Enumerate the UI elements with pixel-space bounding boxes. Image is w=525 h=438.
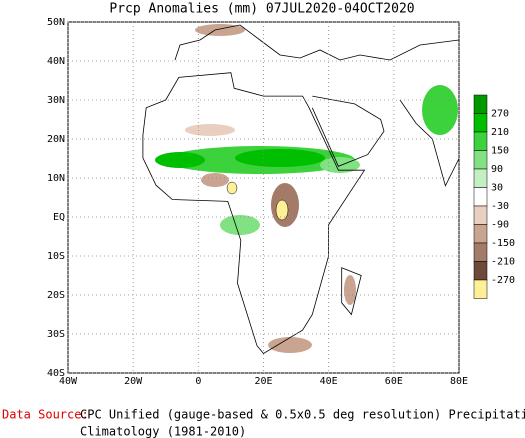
anomaly-dry [275,199,289,221]
lon-tick-label: 20E [254,376,272,387]
legend-swatch [473,242,488,262]
lon-tick-label: 40E [320,376,338,387]
lat-tick-label: 30S [47,329,65,340]
lat-tick-label: 40S [47,368,65,379]
lat-tick-label: 20S [47,290,65,301]
anomaly-dry [185,124,235,136]
anomaly-wet [235,149,325,167]
madagascar-coast [341,267,362,316]
source-text: CPC Unified (gauge-based & 0.5x0.5 deg r… [80,408,525,422]
legend-swatch [473,261,488,281]
legend-label: 90 [491,164,503,175]
arabia-coast [311,95,385,167]
legend-label: 150 [491,146,509,157]
lat-tick-label: 40N [47,56,65,67]
legend-swatch [473,150,488,170]
eurasia-coast [174,24,459,61]
lat-tick-label: 30N [47,95,65,106]
legend-swatch [473,168,488,188]
anomaly-wet [422,85,458,135]
lat-tick-label: 10N [47,173,65,184]
anomaly-wet [155,152,205,168]
legend-swatch [473,224,488,244]
legend-swatch [473,279,488,299]
climatology-text: Climatology (1981-2010) [80,425,246,438]
lon-tick-label: 60E [385,376,403,387]
legend-label: -210 [491,257,515,268]
source-label: Data Source: [2,408,89,422]
anomaly-dry [226,181,238,195]
africa-coast [142,72,366,355]
anomaly-dry [268,337,312,353]
map-title: Prcp Anomalies (mm) 07JUL2020-04OCT2020 [109,2,414,17]
legend-swatch [473,205,488,225]
map-content [142,24,459,355]
lon-tick-label: 0 [195,376,201,387]
lon-tick-label: 80E [450,376,468,387]
lat-tick-label: EQ [53,212,65,223]
legend-label: 210 [491,127,509,138]
legend-swatch [473,187,488,207]
legend-label: -30 [491,201,509,212]
lat-tick-label: 10S [47,251,65,262]
lat-tick-label: 20N [47,134,65,145]
lon-tick-label: 40W [59,376,78,387]
legend-swatch [473,113,488,133]
anomaly-dry [195,24,245,36]
legend-label: -270 [491,275,515,286]
anomaly-wet [220,215,260,235]
anomaly-dry [344,275,356,305]
legend-label: 30 [491,183,503,194]
legend-label: -90 [491,220,509,231]
lat-tick-label: 50N [47,17,65,28]
legend-label: -150 [491,238,515,249]
legend-swatch [473,131,488,151]
legend-swatch [473,94,488,114]
legend-label: 270 [491,109,509,120]
lon-tick-label: 20W [124,376,143,387]
anomaly-dry [201,173,229,187]
anomaly-wet [320,157,360,173]
